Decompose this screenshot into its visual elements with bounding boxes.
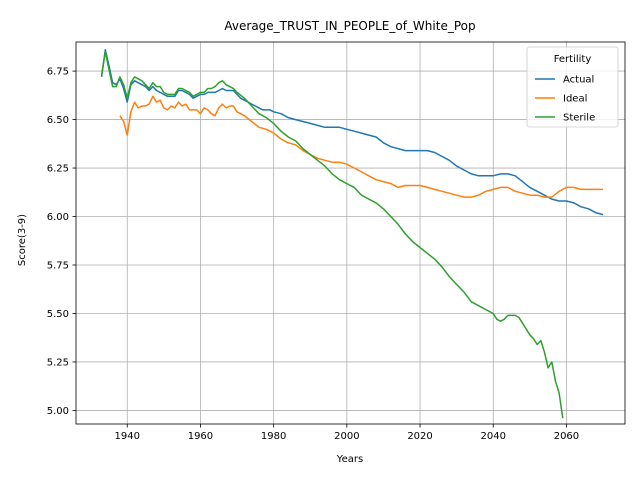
y-axis-label: Score(3-9) [17, 214, 28, 266]
y-tick-label: 6.00 [47, 212, 69, 223]
y-tick-label: 5.50 [47, 309, 69, 320]
x-axis-ticks: 1940 1960 1980 2000 2020 2040 2060 [115, 424, 579, 442]
legend-box [526, 46, 619, 128]
y-tick-label: 5.75 [47, 260, 69, 271]
x-axis-label: Years [336, 454, 363, 465]
x-tick-label: 1960 [188, 431, 213, 442]
y-tick-label: 5.00 [47, 406, 69, 417]
y-tick-label: 6.25 [47, 164, 69, 175]
series-line-actual [100, 49, 604, 216]
x-tick-label: 1980 [261, 431, 286, 442]
legend-label-actual: Actual [563, 75, 594, 86]
series-line-ideal [119, 95, 603, 198]
y-tick-label: 5.25 [47, 357, 69, 368]
x-tick-label: 2060 [554, 431, 579, 442]
x-tick-label: 2040 [481, 431, 506, 442]
chart-title: Average_TRUST_IN_PEOPLE_of_White_Pop [224, 19, 475, 33]
legend-label-ideal: Ideal [563, 94, 587, 105]
y-tick-label: 6.50 [47, 115, 69, 126]
legend-title: Fertility [554, 54, 592, 65]
x-tick-label: 2000 [334, 431, 359, 442]
x-tick-label: 2020 [407, 431, 432, 442]
y-tick-label: 6.75 [47, 67, 69, 78]
legend-label-sterile: Sterile [563, 113, 595, 124]
grid-lines [76, 42, 625, 424]
legend: Fertility Actual Ideal Sterile [526, 46, 619, 128]
plot-frame [75, 41, 626, 425]
y-axis-ticks: 5.00 5.25 5.50 5.75 6.00 6.25 6.50 6.75 [47, 67, 76, 417]
x-tick-label: 1940 [115, 431, 140, 442]
series-layer [100, 49, 604, 419]
series-line-sterile [100, 50, 564, 419]
